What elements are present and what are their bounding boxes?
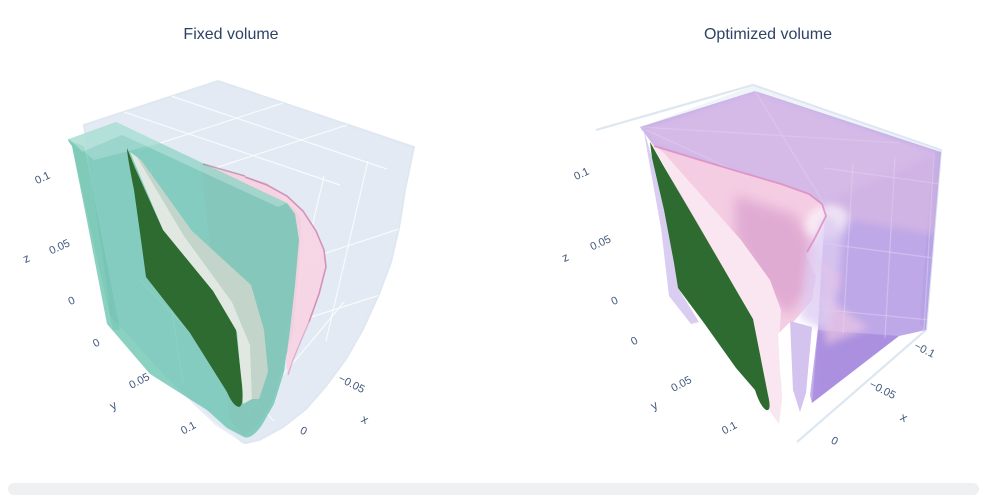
svg-text:Fixed volume: Fixed volume (183, 26, 278, 43)
svg-text:0.05: 0.05 (47, 237, 71, 257)
svg-text:z: z (560, 250, 571, 265)
svg-text:0.1: 0.1 (572, 166, 591, 183)
svg-text:x: x (359, 412, 371, 427)
svg-text:z: z (21, 251, 32, 266)
svg-text:0.1: 0.1 (179, 419, 198, 437)
svg-text:−0.1: −0.1 (912, 340, 937, 361)
svg-text:0.1: 0.1 (720, 419, 739, 437)
svg-text:0.05: 0.05 (669, 374, 694, 395)
svg-text:y: y (648, 398, 660, 413)
svg-text:0: 0 (629, 335, 640, 348)
svg-text:−0.05: −0.05 (867, 379, 897, 402)
svg-text:0: 0 (66, 295, 77, 308)
svg-text:0: 0 (91, 337, 102, 350)
svg-text:Optimized volume: Optimized volume (704, 26, 832, 43)
svg-text:−0.05: −0.05 (336, 373, 366, 396)
svg-text:0: 0 (829, 435, 840, 448)
svg-text:0.1: 0.1 (33, 170, 52, 187)
svg-text:0.05: 0.05 (127, 371, 152, 392)
svg-text:0: 0 (609, 295, 620, 308)
svg-text:0: 0 (298, 425, 309, 438)
svg-text:y: y (107, 398, 119, 413)
svg-text:0.05: 0.05 (588, 233, 612, 253)
svg-text:x: x (898, 410, 910, 425)
